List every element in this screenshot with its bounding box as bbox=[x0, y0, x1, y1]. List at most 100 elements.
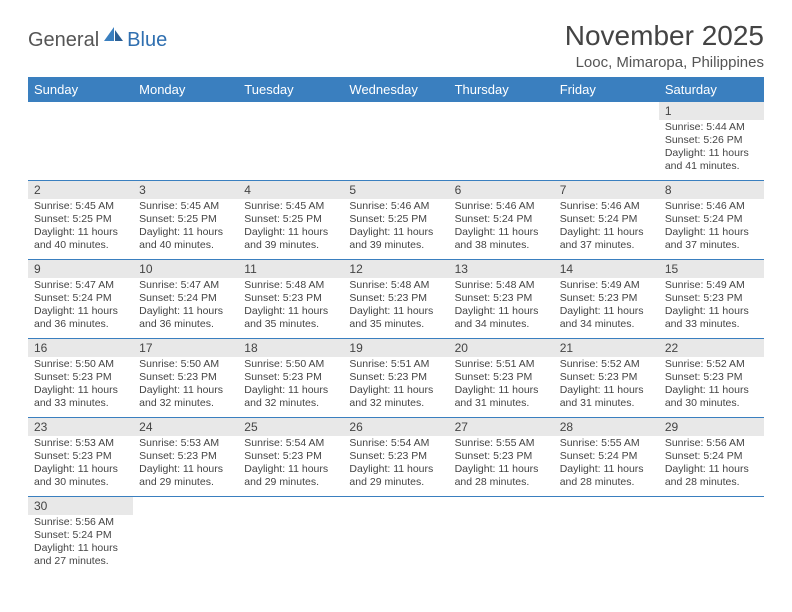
daylight-text: Daylight: 11 hours and 32 minutes. bbox=[349, 384, 442, 410]
daylight-text: Daylight: 11 hours and 38 minutes. bbox=[455, 226, 548, 252]
day-details: Sunrise: 5:49 AMSunset: 5:23 PMDaylight:… bbox=[659, 278, 764, 335]
sunrise-text: Sunrise: 5:50 AM bbox=[139, 358, 232, 371]
day-details: Sunrise: 5:52 AMSunset: 5:23 PMDaylight:… bbox=[659, 357, 764, 414]
daylight-text: Daylight: 11 hours and 36 minutes. bbox=[139, 305, 232, 331]
calendar-cell bbox=[133, 102, 238, 181]
calendar-cell: 27Sunrise: 5:55 AMSunset: 5:23 PMDayligh… bbox=[449, 418, 554, 497]
day-number: 19 bbox=[343, 339, 448, 357]
day-details: Sunrise: 5:52 AMSunset: 5:23 PMDaylight:… bbox=[554, 357, 659, 414]
page-header: General Blue November 2025 Looc, Mimarop… bbox=[28, 20, 764, 71]
day-number: 29 bbox=[659, 418, 764, 436]
sunrise-text: Sunrise: 5:50 AM bbox=[34, 358, 127, 371]
day-number: 24 bbox=[133, 418, 238, 436]
sunrise-text: Sunrise: 5:45 AM bbox=[244, 200, 337, 213]
sunrise-text: Sunrise: 5:53 AM bbox=[34, 437, 127, 450]
sunset-text: Sunset: 5:23 PM bbox=[455, 292, 548, 305]
daylight-text: Daylight: 11 hours and 27 minutes. bbox=[34, 542, 127, 568]
calendar-week: 2Sunrise: 5:45 AMSunset: 5:25 PMDaylight… bbox=[28, 181, 764, 260]
calendar-cell: 26Sunrise: 5:54 AMSunset: 5:23 PMDayligh… bbox=[343, 418, 448, 497]
day-details: Sunrise: 5:48 AMSunset: 5:23 PMDaylight:… bbox=[343, 278, 448, 335]
day-number: 9 bbox=[28, 260, 133, 278]
sunset-text: Sunset: 5:23 PM bbox=[244, 450, 337, 463]
sunset-text: Sunset: 5:23 PM bbox=[665, 292, 758, 305]
sunrise-text: Sunrise: 5:55 AM bbox=[560, 437, 653, 450]
month-title: November 2025 bbox=[565, 20, 764, 52]
day-details: Sunrise: 5:53 AMSunset: 5:23 PMDaylight:… bbox=[133, 436, 238, 493]
day-details: Sunrise: 5:46 AMSunset: 5:25 PMDaylight:… bbox=[343, 199, 448, 256]
day-number: 10 bbox=[133, 260, 238, 278]
title-block: November 2025 Looc, Mimaropa, Philippine… bbox=[565, 20, 764, 71]
day-number bbox=[28, 102, 133, 120]
sunrise-text: Sunrise: 5:48 AM bbox=[349, 279, 442, 292]
sunset-text: Sunset: 5:23 PM bbox=[244, 371, 337, 384]
daylight-text: Daylight: 11 hours and 37 minutes. bbox=[665, 226, 758, 252]
day-details: Sunrise: 5:48 AMSunset: 5:23 PMDaylight:… bbox=[449, 278, 554, 335]
day-details: Sunrise: 5:56 AMSunset: 5:24 PMDaylight:… bbox=[28, 515, 133, 572]
calendar-cell: 4Sunrise: 5:45 AMSunset: 5:25 PMDaylight… bbox=[238, 181, 343, 260]
sunrise-text: Sunrise: 5:47 AM bbox=[139, 279, 232, 292]
day-number bbox=[554, 102, 659, 120]
day-number bbox=[449, 102, 554, 120]
calendar-cell: 20Sunrise: 5:51 AMSunset: 5:23 PMDayligh… bbox=[449, 339, 554, 418]
sunset-text: Sunset: 5:24 PM bbox=[665, 213, 758, 226]
daylight-text: Daylight: 11 hours and 28 minutes. bbox=[560, 463, 653, 489]
sail-icon bbox=[103, 26, 125, 47]
calendar-cell: 19Sunrise: 5:51 AMSunset: 5:23 PMDayligh… bbox=[343, 339, 448, 418]
day-details: Sunrise: 5:45 AMSunset: 5:25 PMDaylight:… bbox=[238, 199, 343, 256]
day-details: Sunrise: 5:46 AMSunset: 5:24 PMDaylight:… bbox=[554, 199, 659, 256]
calendar-body: 1Sunrise: 5:44 AMSunset: 5:26 PMDaylight… bbox=[28, 102, 764, 575]
sunrise-text: Sunrise: 5:55 AM bbox=[455, 437, 548, 450]
brand-part1: General bbox=[28, 29, 99, 52]
calendar-cell: 7Sunrise: 5:46 AMSunset: 5:24 PMDaylight… bbox=[554, 181, 659, 260]
day-number: 2 bbox=[28, 181, 133, 199]
sunset-text: Sunset: 5:25 PM bbox=[139, 213, 232, 226]
sunrise-text: Sunrise: 5:54 AM bbox=[244, 437, 337, 450]
sunrise-text: Sunrise: 5:52 AM bbox=[560, 358, 653, 371]
sunset-text: Sunset: 5:24 PM bbox=[560, 450, 653, 463]
sunrise-text: Sunrise: 5:47 AM bbox=[34, 279, 127, 292]
calendar-cell bbox=[659, 497, 764, 576]
calendar-cell: 2Sunrise: 5:45 AMSunset: 5:25 PMDaylight… bbox=[28, 181, 133, 260]
sunset-text: Sunset: 5:23 PM bbox=[34, 450, 127, 463]
daylight-text: Daylight: 11 hours and 34 minutes. bbox=[455, 305, 548, 331]
calendar-cell bbox=[343, 497, 448, 576]
sunrise-text: Sunrise: 5:51 AM bbox=[349, 358, 442, 371]
calendar-cell: 23Sunrise: 5:53 AMSunset: 5:23 PMDayligh… bbox=[28, 418, 133, 497]
day-number bbox=[238, 497, 343, 515]
day-details: Sunrise: 5:45 AMSunset: 5:25 PMDaylight:… bbox=[133, 199, 238, 256]
sunset-text: Sunset: 5:24 PM bbox=[455, 213, 548, 226]
day-details: Sunrise: 5:51 AMSunset: 5:23 PMDaylight:… bbox=[343, 357, 448, 414]
sunrise-text: Sunrise: 5:56 AM bbox=[34, 516, 127, 529]
day-details: Sunrise: 5:55 AMSunset: 5:23 PMDaylight:… bbox=[449, 436, 554, 493]
day-details: Sunrise: 5:49 AMSunset: 5:23 PMDaylight:… bbox=[554, 278, 659, 335]
calendar-week: 1Sunrise: 5:44 AMSunset: 5:26 PMDaylight… bbox=[28, 102, 764, 181]
calendar-week: 16Sunrise: 5:50 AMSunset: 5:23 PMDayligh… bbox=[28, 339, 764, 418]
sunset-text: Sunset: 5:25 PM bbox=[349, 213, 442, 226]
sunrise-text: Sunrise: 5:48 AM bbox=[244, 279, 337, 292]
calendar-cell: 1Sunrise: 5:44 AMSunset: 5:26 PMDaylight… bbox=[659, 102, 764, 181]
sunset-text: Sunset: 5:23 PM bbox=[665, 371, 758, 384]
day-details: Sunrise: 5:47 AMSunset: 5:24 PMDaylight:… bbox=[133, 278, 238, 335]
calendar-cell: 13Sunrise: 5:48 AMSunset: 5:23 PMDayligh… bbox=[449, 260, 554, 339]
calendar-cell: 11Sunrise: 5:48 AMSunset: 5:23 PMDayligh… bbox=[238, 260, 343, 339]
sunrise-text: Sunrise: 5:45 AM bbox=[34, 200, 127, 213]
sunrise-text: Sunrise: 5:46 AM bbox=[455, 200, 548, 213]
calendar-page: General Blue November 2025 Looc, Mimarop… bbox=[0, 0, 792, 595]
day-number: 12 bbox=[343, 260, 448, 278]
sunset-text: Sunset: 5:23 PM bbox=[349, 371, 442, 384]
day-number: 13 bbox=[449, 260, 554, 278]
day-number: 8 bbox=[659, 181, 764, 199]
sunrise-text: Sunrise: 5:56 AM bbox=[665, 437, 758, 450]
calendar-cell: 14Sunrise: 5:49 AMSunset: 5:23 PMDayligh… bbox=[554, 260, 659, 339]
daylight-text: Daylight: 11 hours and 36 minutes. bbox=[34, 305, 127, 331]
day-number bbox=[343, 497, 448, 515]
calendar-week: 30Sunrise: 5:56 AMSunset: 5:24 PMDayligh… bbox=[28, 497, 764, 576]
day-number: 7 bbox=[554, 181, 659, 199]
sunset-text: Sunset: 5:25 PM bbox=[34, 213, 127, 226]
calendar-cell bbox=[554, 102, 659, 181]
weekday-header: Saturday bbox=[659, 77, 764, 102]
day-number: 25 bbox=[238, 418, 343, 436]
day-details: Sunrise: 5:51 AMSunset: 5:23 PMDaylight:… bbox=[449, 357, 554, 414]
sunrise-text: Sunrise: 5:49 AM bbox=[560, 279, 653, 292]
day-details: Sunrise: 5:54 AMSunset: 5:23 PMDaylight:… bbox=[343, 436, 448, 493]
